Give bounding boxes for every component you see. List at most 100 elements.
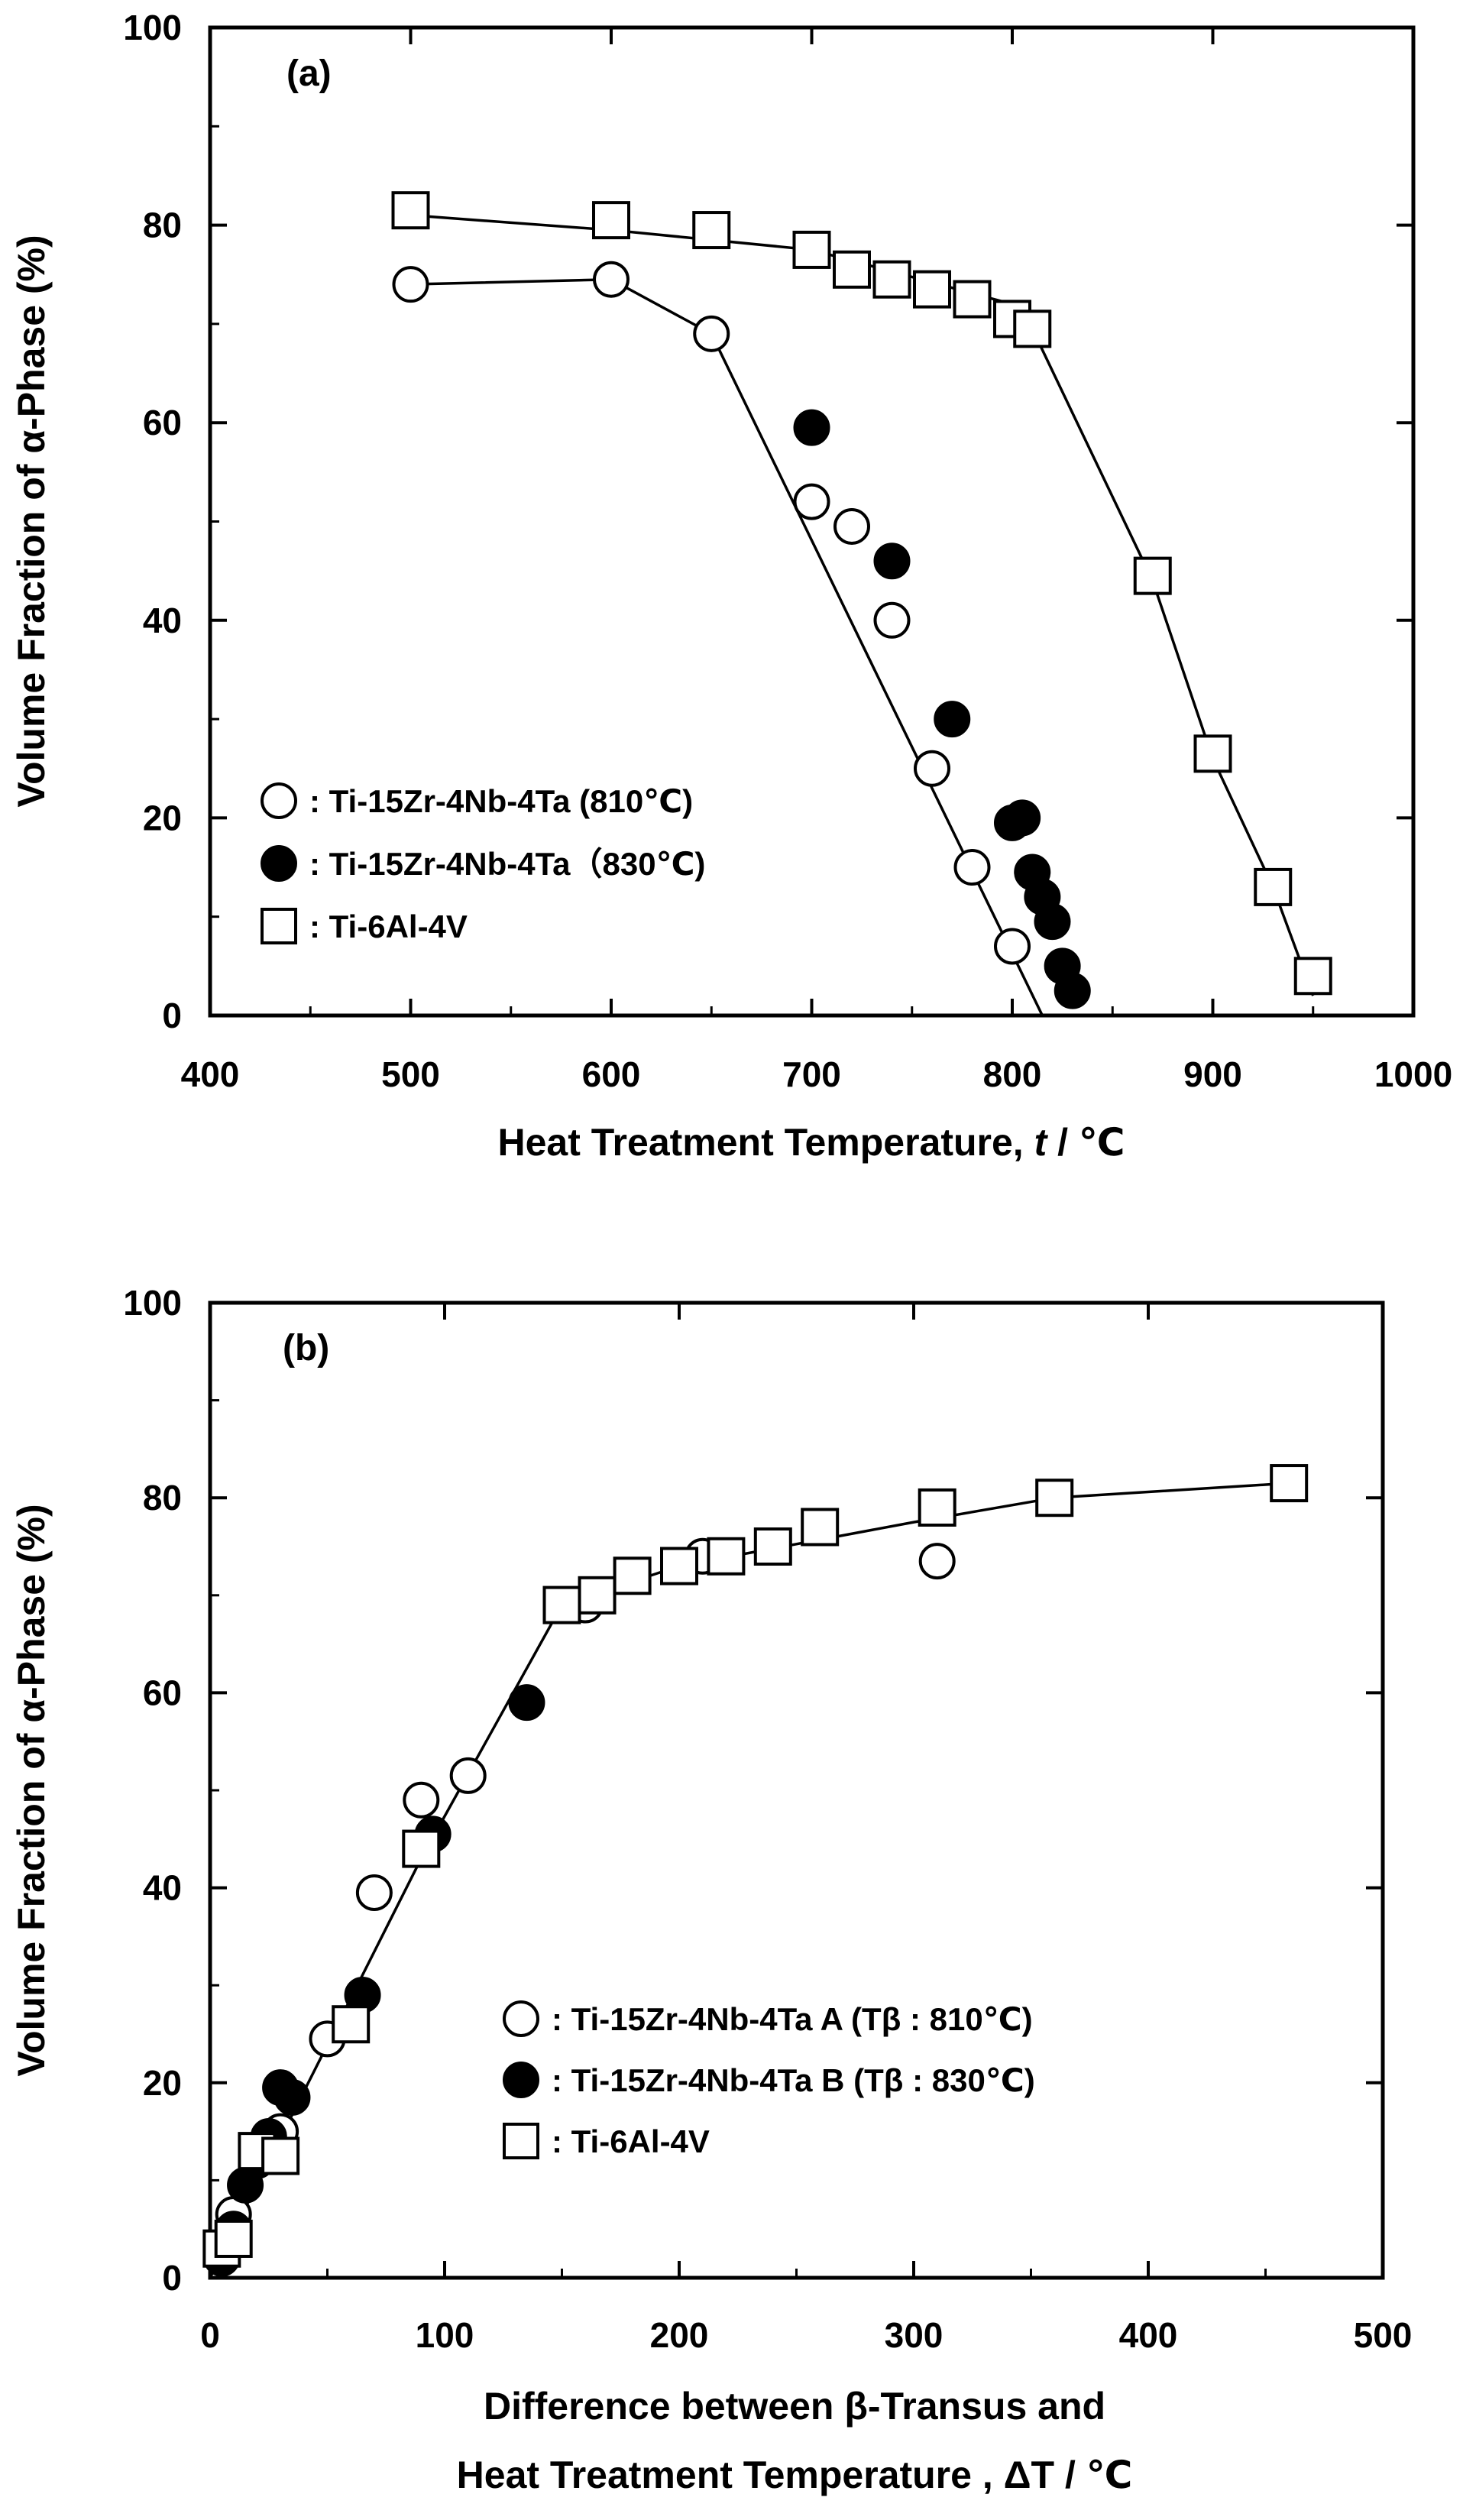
- data-point-square: [1013, 309, 1052, 348]
- panel-b-data-points: [202, 1464, 1309, 2277]
- data-point-square: [792, 230, 831, 269]
- panel-b-legend: : Ti-15Zr-4Nb-4Ta A (Tβ : 810℃) : Ti-15Z…: [503, 2000, 1035, 2159]
- y-tick-label: 20: [143, 2063, 182, 2103]
- fit-line-series-0: [410, 277, 1044, 1016]
- y-tick-label: 100: [123, 8, 182, 47]
- data-point-filled-circle: [873, 543, 911, 580]
- data-point-open-circle: [355, 1874, 393, 1911]
- y-tick-label: 100: [123, 1283, 182, 1323]
- data-point-open-circle: [593, 261, 630, 298]
- data-point-square: [542, 1586, 581, 1624]
- legend-marker-open-square: [261, 908, 297, 944]
- data-point-square: [613, 1556, 652, 1595]
- x-tick-label: 300: [885, 2315, 944, 2355]
- panel-a-x-axis-title: Heat Treatment Temperature, t / ℃: [498, 1121, 1125, 1164]
- legend-label-ti6al4v: : Ti-6Al-4V: [309, 909, 468, 944]
- panel-b-y-tick-labels: 0 20 40 60 80 100: [123, 1283, 1383, 2298]
- legend-label-ti15-810: : Ti-15Zr-4Nb-4Ta (810℃): [309, 783, 693, 819]
- data-point-square: [1193, 734, 1232, 773]
- legend-marker-filled-circle: [261, 845, 297, 882]
- data-point-square: [953, 280, 992, 319]
- data-point-filled-circle: [508, 1684, 545, 1722]
- x-tick-label: 500: [381, 1054, 440, 1094]
- data-point-filled-circle: [274, 2078, 311, 2116]
- panel-b-x-tick-labels: 0 100 200 300 400 500: [200, 1303, 1412, 2355]
- data-point-open-circle: [918, 1543, 956, 1580]
- data-point-filled-circle: [1004, 799, 1041, 837]
- y-tick-label: 80: [143, 1478, 182, 1518]
- data-point-square: [660, 1547, 698, 1586]
- x-tick-label: 500: [1354, 2315, 1413, 2355]
- y-tick-label: 80: [143, 206, 182, 245]
- data-point-open-circle: [873, 601, 911, 639]
- data-point-filled-circle: [1054, 972, 1091, 1009]
- legend-label-ti15-b: : Ti-15Zr-4Nb-4Ta B (Tβ : 830℃): [552, 2062, 1035, 2098]
- data-point-square: [753, 1527, 792, 1566]
- y-tick-label: 60: [143, 1673, 182, 1712]
- data-point-open-circle: [953, 849, 991, 886]
- y-tick-label: 0: [162, 2258, 182, 2298]
- y-tick-label: 40: [143, 601, 182, 640]
- panel-a-label: (a): [286, 53, 332, 94]
- data-point-square: [1270, 1464, 1309, 1503]
- data-point-square: [833, 250, 871, 289]
- data-point-square: [592, 201, 630, 240]
- y-tick-label: 40: [143, 1868, 182, 1908]
- data-point-square: [1035, 1479, 1074, 1518]
- data-point-open-circle: [392, 266, 429, 303]
- x-tick-label: 200: [650, 2315, 709, 2355]
- x-tick-label: 1000: [1374, 1054, 1452, 1094]
- panel-b-x-axis-title-line1: Difference between β-Transus and: [484, 2385, 1105, 2428]
- panel-a-y-axis-title: Volume Fraction of α-Phase (%): [10, 235, 53, 807]
- data-point-square: [1293, 957, 1332, 996]
- x-tick-label: 600: [582, 1054, 641, 1094]
- data-point-square: [578, 1576, 617, 1615]
- panel-b-chart: 0 100 200 300 400 500 0 20 40 60 80 100 (b) Differ…: [10, 1283, 1412, 2496]
- data-point-open-circle: [914, 750, 950, 787]
- panel-a-data-points: [391, 191, 1332, 1009]
- data-point-open-circle: [833, 507, 870, 545]
- data-point-square: [214, 2219, 253, 2258]
- data-point-square: [872, 260, 911, 299]
- panel-b-label: (b): [283, 1328, 329, 1369]
- data-point-open-circle: [403, 1781, 440, 1819]
- x-tick-label: 100: [416, 2315, 474, 2355]
- data-point-square: [707, 1537, 746, 1576]
- panel-b-plot-frame: [208, 1300, 1385, 2280]
- data-point-square: [918, 1488, 956, 1527]
- x-tick-label: 800: [983, 1054, 1042, 1094]
- legend-marker-open-square: [503, 2123, 539, 2159]
- legend-label-ti15-830: : Ti-15Zr-4Nb-4Ta（830℃): [309, 846, 705, 882]
- x-tick-label: 0: [200, 2315, 220, 2355]
- data-point-square: [913, 270, 951, 309]
- x-tick-label: 700: [782, 1054, 841, 1094]
- panel-a-y-tick-labels: 0 20 40 60 80 100: [123, 8, 1413, 1035]
- y-tick-label: 20: [143, 798, 182, 837]
- data-point-filled-circle: [793, 409, 830, 446]
- legend-label-ti6al4v: : Ti-6Al-4V: [552, 2123, 710, 2159]
- data-point-open-circle: [994, 928, 1031, 965]
- panel-b-x-axis-title-line2: Heat Treatment Temperature , ΔT / ℃: [457, 2454, 1133, 2496]
- panel-a-fit-lines: [410, 213, 1315, 1016]
- data-point-open-circle: [693, 315, 730, 352]
- data-point-square: [391, 191, 430, 230]
- data-point-square: [261, 2136, 300, 2175]
- data-point-filled-circle: [1034, 903, 1071, 941]
- data-point-open-circle: [449, 1757, 487, 1794]
- legend-marker-open-circle: [261, 782, 297, 819]
- data-point-open-circle: [793, 483, 830, 520]
- x-tick-label: 900: [1183, 1054, 1242, 1094]
- legend-marker-open-circle: [503, 2000, 539, 2037]
- data-point-square: [1254, 867, 1293, 906]
- data-point-square: [801, 1508, 840, 1547]
- legend-marker-filled-circle: [503, 2062, 539, 2098]
- legend-label-ti15-a: : Ti-15Zr-4Nb-4Ta A (Tβ : 810℃): [552, 2001, 1033, 2037]
- panel-a-x-tick-labels: 400 500 600 700 800 900 1000: [181, 28, 1452, 1094]
- panel-a-legend: : Ti-15Zr-4Nb-4Ta (810℃) : Ti-15Zr-4Nb-4…: [261, 782, 705, 944]
- y-tick-label: 60: [143, 403, 182, 442]
- x-tick-label: 400: [1119, 2315, 1178, 2355]
- data-point-square: [692, 211, 731, 250]
- data-point-square: [402, 1829, 441, 1868]
